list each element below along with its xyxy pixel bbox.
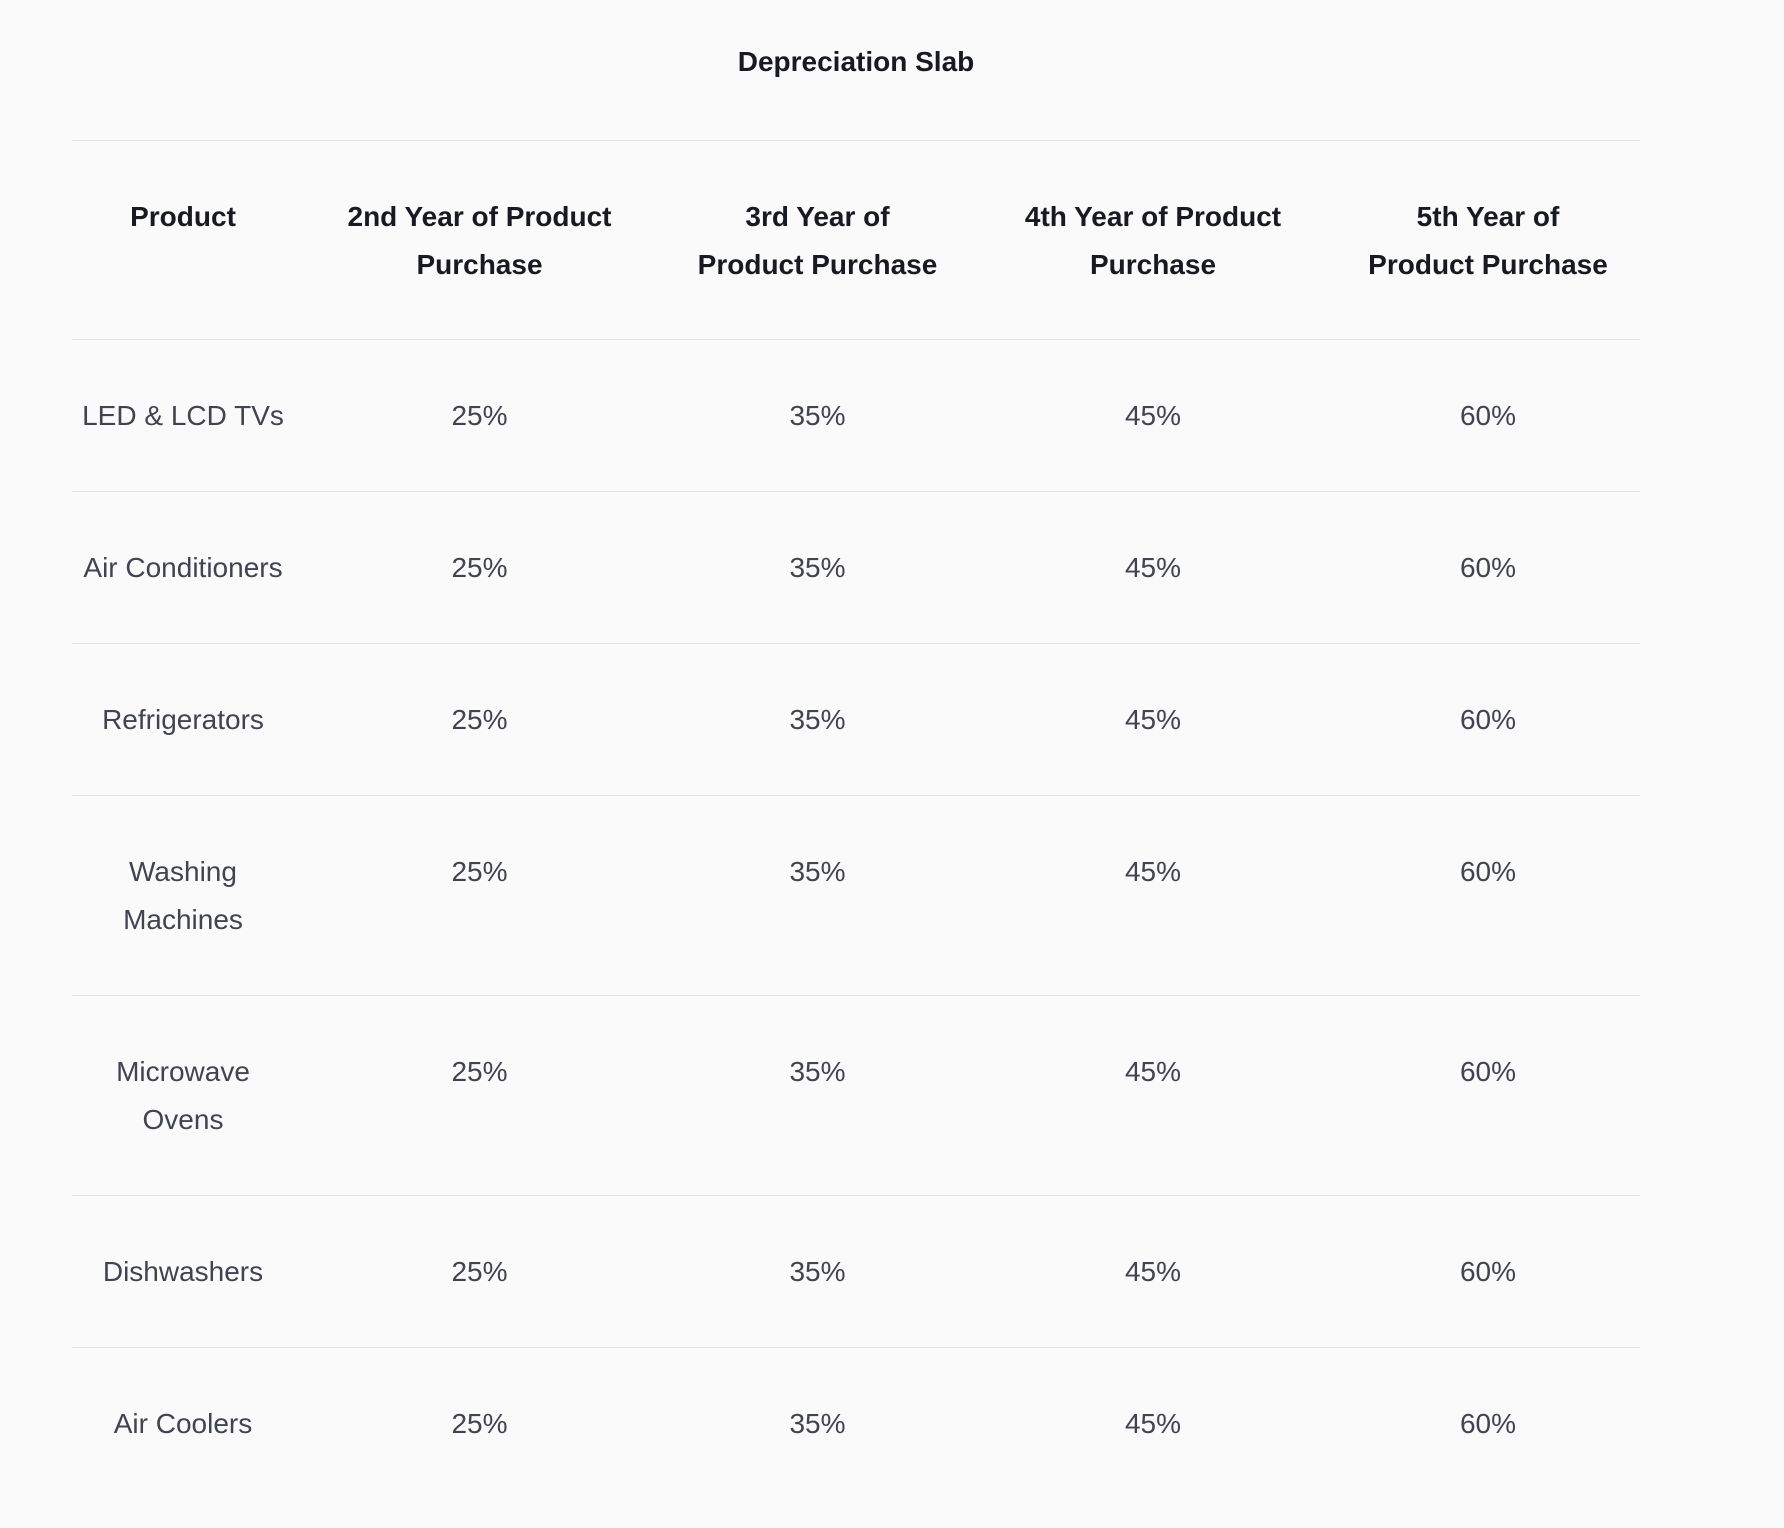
- year-3-cell: 35%: [665, 643, 970, 796]
- page-title: Depreciation Slab: [737, 46, 975, 77]
- year-4-cell: 45%: [970, 795, 1336, 996]
- column-header-year-5: 5th Year of Product Purchase: [1336, 140, 1640, 340]
- column-header-year-2: 2nd Year of Product Purchase: [294, 140, 665, 340]
- year-5-cell: 60%: [1336, 339, 1640, 492]
- year-4-cell: 45%: [970, 995, 1336, 1196]
- table-row: Washing Machines 25% 35% 45% 60%: [72, 795, 1640, 996]
- year-5-cell: 60%: [1336, 1347, 1640, 1500]
- year-4-cell: 45%: [970, 1347, 1336, 1500]
- column-header-year-4: 4th Year of Product Purchase: [970, 140, 1336, 340]
- product-cell: Microwave Ovens: [72, 995, 294, 1196]
- year-5-cell: 60%: [1336, 995, 1640, 1196]
- product-cell: Air Coolers: [72, 1347, 294, 1500]
- product-cell: Washing Machines: [72, 795, 294, 996]
- table-row: Air Conditioners 25% 35% 45% 60%: [72, 491, 1640, 644]
- year-5-cell: 60%: [1336, 643, 1640, 796]
- table-row: Microwave Ovens 25% 35% 45% 60%: [72, 995, 1640, 1196]
- product-cell: Air Conditioners: [72, 491, 294, 644]
- year-3-cell: 35%: [665, 995, 970, 1196]
- year-2-cell: 25%: [294, 795, 665, 996]
- year-5-cell: 60%: [1336, 795, 1640, 996]
- table-body: LED & LCD TVs 25% 35% 45% 60% Air Condit…: [72, 339, 1640, 1500]
- depreciation-table: Product 2nd Year of Product Purchase 3rd…: [72, 140, 1640, 1500]
- product-cell: LED & LCD TVs: [72, 339, 294, 492]
- year-4-cell: 45%: [970, 1195, 1336, 1348]
- column-header-product: Product: [72, 140, 294, 340]
- table-row: Dishwashers 25% 35% 45% 60%: [72, 1195, 1640, 1348]
- year-5-cell: 60%: [1336, 1195, 1640, 1348]
- table-header: Product 2nd Year of Product Purchase 3rd…: [72, 140, 1640, 340]
- column-header-year-3: 3rd Year of Product Purchase: [665, 140, 970, 340]
- year-4-cell: 45%: [970, 339, 1336, 492]
- product-cell: Dishwashers: [72, 1195, 294, 1348]
- table-row: LED & LCD TVs 25% 35% 45% 60%: [72, 339, 1640, 492]
- year-2-cell: 25%: [294, 995, 665, 1196]
- year-3-cell: 35%: [665, 1195, 970, 1348]
- year-4-cell: 45%: [970, 643, 1336, 796]
- year-2-cell: 25%: [294, 491, 665, 644]
- year-5-cell: 60%: [1336, 491, 1640, 644]
- table-row: Air Coolers 25% 35% 45% 60%: [72, 1347, 1640, 1500]
- year-4-cell: 45%: [970, 491, 1336, 644]
- year-2-cell: 25%: [294, 1347, 665, 1500]
- year-2-cell: 25%: [294, 643, 665, 796]
- year-3-cell: 35%: [665, 1347, 970, 1500]
- year-3-cell: 35%: [665, 795, 970, 996]
- year-3-cell: 35%: [665, 491, 970, 644]
- header-row: Product 2nd Year of Product Purchase 3rd…: [72, 140, 1640, 340]
- product-cell: Refrigerators: [72, 643, 294, 796]
- table-row: Refrigerators 25% 35% 45% 60%: [72, 643, 1640, 796]
- year-2-cell: 25%: [294, 1195, 665, 1348]
- year-2-cell: 25%: [294, 339, 665, 492]
- year-3-cell: 35%: [665, 339, 970, 492]
